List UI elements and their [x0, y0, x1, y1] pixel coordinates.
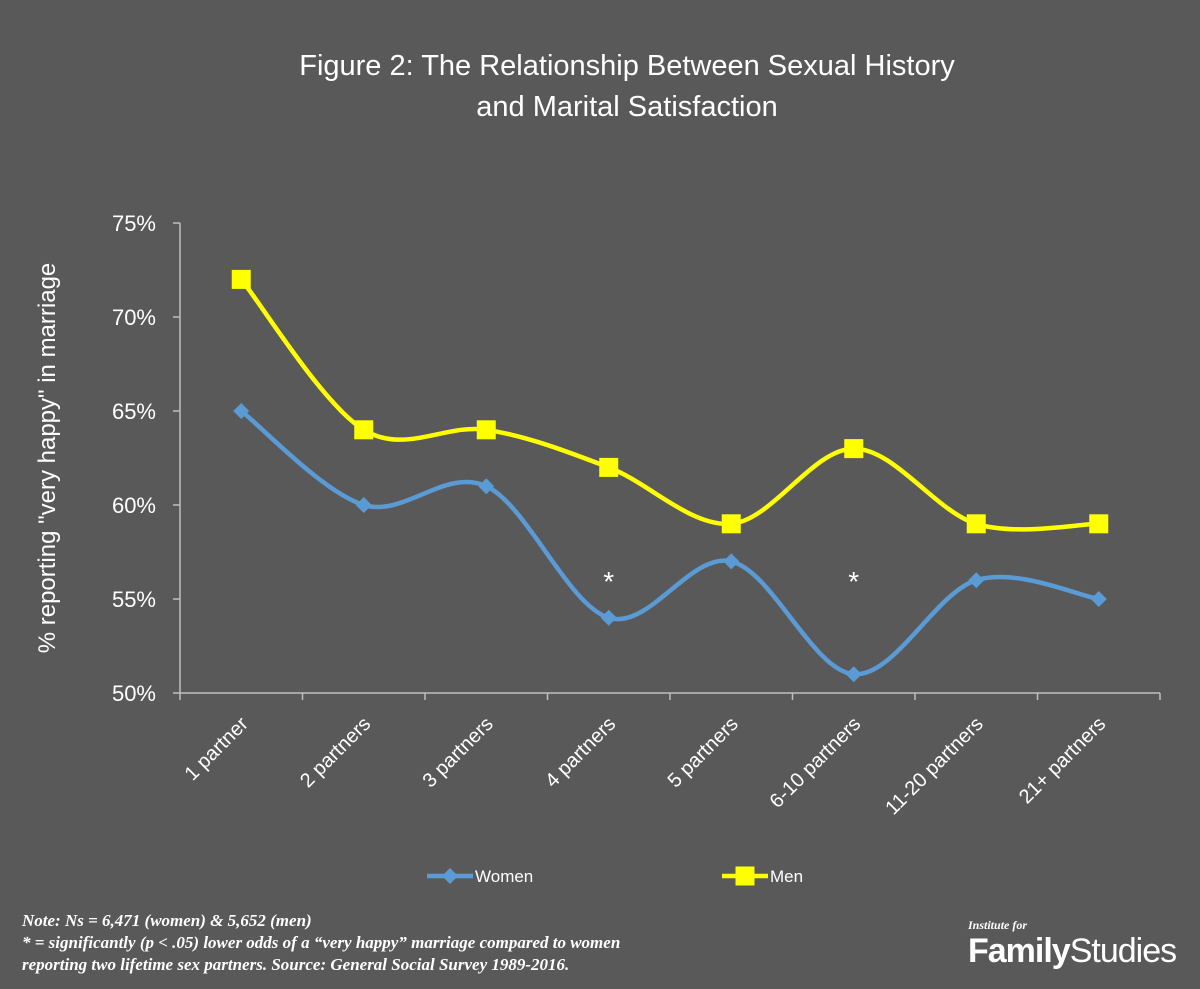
- x-tick-label: 5 partners: [664, 713, 743, 792]
- chart-title-line-2: and Marital Satisfaction: [476, 91, 777, 123]
- footnote-line-3: reporting two lifetime sex partners. Sou…: [22, 955, 570, 974]
- legend-label-women: Women: [475, 867, 533, 886]
- chart-title-line-1: Figure 2: The Relationship Between Sexua…: [299, 50, 955, 82]
- data-point-men: [599, 457, 619, 477]
- data-point-men: [231, 269, 251, 289]
- footnote-line-2: * = significantly (p < .05) lower odds o…: [22, 933, 621, 952]
- legend-marker-women: [442, 868, 458, 884]
- y-tick-label: 75%: [112, 211, 156, 236]
- data-point-women: [355, 497, 372, 513]
- legend-marker-men: [735, 866, 755, 886]
- legend-item-men: Men: [722, 866, 803, 886]
- data-point-women: [845, 666, 862, 683]
- footnote: Note: Ns = 6,471 (women) & 5,652 (men) *…: [22, 910, 922, 976]
- significance-asterisk: *: [603, 566, 614, 597]
- annotations: * *: [603, 566, 859, 597]
- series-line-women: [239, 408, 1101, 677]
- data-point-men: [354, 420, 374, 440]
- data-point-men: [1089, 514, 1109, 534]
- legend-item-women: Women: [427, 867, 533, 886]
- x-axis-ticks: 1 partner 2 partners 3 partners 4 partners 5…: [179, 693, 1161, 819]
- x-tick-label: 3 partners: [419, 713, 498, 792]
- y-axis-label: % reporting "very happy" in marriage: [34, 263, 61, 654]
- y-tick-label: 70%: [112, 305, 156, 330]
- institute-logo: Institute for FamilyStudies: [968, 918, 1198, 970]
- x-tick-label: 6-10 partners: [766, 713, 866, 813]
- legend-label-men: Men: [770, 867, 803, 886]
- x-tick-label: 1 partner: [181, 713, 253, 785]
- data-point-women: [1090, 591, 1107, 607]
- logo-studies: Studies: [1069, 932, 1177, 970]
- data-point-men: [721, 514, 741, 534]
- y-tick-label: 55%: [112, 587, 156, 612]
- y-tick-label: 50%: [112, 681, 156, 706]
- data-point-women: [723, 553, 740, 570]
- logo-subtitle: Institute for: [968, 918, 1028, 932]
- series-line-men: [239, 277, 1101, 532]
- logo-wordmark: FamilyStudies: [968, 932, 1198, 970]
- data-point-men: [966, 514, 986, 534]
- x-tick-label: 4 partners: [541, 713, 620, 792]
- y-tick-label: 60%: [112, 493, 156, 518]
- y-tick-label: 65%: [112, 399, 156, 424]
- series-women: [233, 403, 1107, 683]
- significance-asterisk: *: [848, 566, 859, 597]
- series-men: [231, 269, 1109, 534]
- data-point-men: [476, 420, 496, 440]
- series-group: [231, 269, 1109, 683]
- logo-family: Family: [968, 932, 1071, 970]
- footnote-line-1: Note: Ns = 6,471 (women) & 5,652 (men): [22, 911, 312, 930]
- data-point-women: [968, 572, 985, 589]
- data-point-women: [600, 609, 617, 626]
- y-axis-ticks: 50% 55% 60% 65% 70% 75%: [112, 211, 180, 706]
- data-point-women: [478, 478, 495, 495]
- data-point-men: [844, 439, 864, 459]
- data-point-women: [233, 403, 250, 419]
- x-tick-label: 2 partners: [296, 713, 375, 792]
- x-tick-label: 21+ partners: [1015, 713, 1110, 808]
- x-tick-label: 11-20 partners: [881, 713, 987, 819]
- legend: Women Men: [427, 866, 803, 886]
- chart-title: Figure 2: The Relationship Between Sexua…: [299, 50, 955, 123]
- axes: [179, 223, 1160, 694]
